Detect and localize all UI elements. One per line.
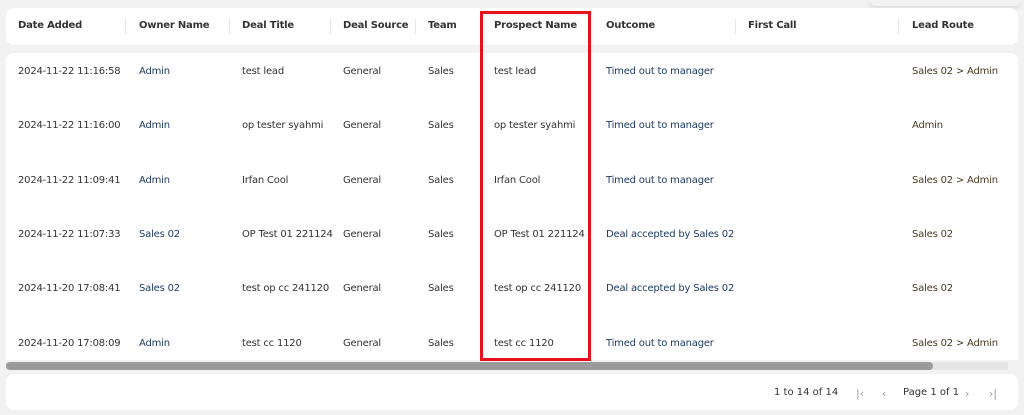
page-range: 1 to 14 of 14 (774, 387, 839, 398)
table-body: 2024-11-22 11:16:58 Admin test lead General… (6, 53, 1018, 360)
cell-team: Sales (428, 120, 454, 132)
column-header-first-call[interactable]: First Call (748, 20, 797, 31)
table-row[interactable]: 2024-11-22 11:09:41 Admin Irfan Cool Genera… (6, 175, 1018, 189)
cell-outcome: Timed out to manager (606, 337, 714, 349)
column-divider[interactable] (125, 19, 126, 34)
cell-route: Sales 02 > Admin (912, 174, 998, 186)
cell-title: test lead (242, 66, 284, 77)
cell-owner: Admin (139, 174, 170, 186)
prev-page-icon[interactable]: ‹ (882, 387, 887, 400)
pagination-bar: 1 to 14 of 14 |‹ ‹ Page 1 of 1 › ›| (6, 374, 1018, 410)
cell-owner: Admin (139, 66, 170, 77)
cell-source: General (343, 120, 382, 132)
cell-date: 2024-11-22 11:16:00 (18, 120, 121, 132)
cell-team: Sales (428, 283, 454, 295)
table-row[interactable]: 2024-11-22 11:16:00 Admin op tester syahmi… (6, 120, 1018, 134)
cell-outcome: Deal accepted by Sales 02 (606, 228, 735, 240)
cell-prospect: op tester syahmi (494, 120, 576, 132)
cell-team: Sales (428, 66, 454, 77)
cell-title: Irfan Cool (242, 174, 289, 186)
table-header: Date Added Owner Name Deal Title Deal Sourc… (6, 8, 1018, 45)
column-divider[interactable] (229, 19, 230, 34)
next-page-icon[interactable]: › (965, 387, 970, 400)
column-header-source[interactable]: Deal Source (343, 20, 409, 31)
cell-owner: Admin (139, 337, 170, 349)
horizontal-scrollbar[interactable] (6, 362, 1008, 370)
column-header-outcome[interactable]: Outcome (606, 20, 656, 31)
cell-team: Sales (428, 228, 454, 240)
column-divider[interactable] (330, 19, 331, 34)
cell-source: General (343, 337, 382, 349)
table-row[interactable]: 2024-11-20 17:08:41 Sales 02 test op cc 24… (6, 283, 1018, 297)
cell-source: General (343, 228, 382, 240)
cell-prospect: test lead (494, 66, 536, 77)
cell-route: Sales 02 > Admin (912, 337, 998, 349)
table-row[interactable]: 2024-11-20 17:08:09 Admin test cc 1120 Gene… (6, 338, 1018, 352)
cell-owner: Sales 02 (139, 283, 180, 295)
cell-date: 2024-11-20 17:08:41 (18, 283, 121, 295)
cell-source: General (343, 66, 382, 77)
cell-route: Sales 02 (912, 283, 953, 295)
cell-route: Admin (912, 120, 943, 132)
cell-date: 2024-11-22 11:09:41 (18, 174, 121, 186)
cell-prospect: test cc 1120 (494, 337, 554, 349)
cell-owner: Sales 02 (139, 228, 180, 240)
column-header-owner[interactable]: Owner Name (139, 20, 210, 31)
column-header-prospect[interactable]: Prospect Name (494, 20, 577, 31)
cell-date: 2024-11-22 11:16:58 (18, 66, 121, 77)
page-indicator: Page 1 of 1 (903, 387, 960, 398)
column-header-team[interactable]: Team (428, 20, 457, 31)
cell-team: Sales (428, 337, 454, 349)
cell-outcome: Timed out to manager (606, 174, 714, 186)
first-page-icon[interactable]: |‹ (856, 387, 865, 400)
cell-title: op tester syahmi (242, 120, 324, 132)
cell-title: test cc 1120 (242, 337, 302, 349)
column-header-date[interactable]: Date Added (18, 20, 83, 31)
cell-route: Sales 02 > Admin (912, 66, 998, 77)
scrollbar-thumb[interactable] (6, 362, 933, 370)
table-row[interactable]: 2024-11-22 11:16:58 Admin test lead General… (6, 66, 1018, 80)
cell-route: Sales 02 (912, 228, 953, 240)
cell-title: OP Test 01 221124 (242, 228, 333, 240)
cell-title: test op cc 241120 (242, 283, 329, 295)
cell-source: General (343, 283, 382, 295)
cell-owner: Admin (139, 120, 170, 132)
cell-prospect: Irfan Cool (494, 174, 541, 186)
cell-team: Sales (428, 174, 454, 186)
top-shadow (870, 0, 1020, 6)
cell-source: General (343, 174, 382, 186)
cell-outcome: Timed out to manager (606, 120, 714, 132)
last-page-icon[interactable]: ›| (989, 387, 998, 400)
table-row[interactable]: 2024-11-22 11:07:33 Sales 02 OP Test 01 22… (6, 229, 1018, 243)
cell-date: 2024-11-22 11:07:33 (18, 228, 121, 240)
column-header-title[interactable]: Deal Title (242, 20, 294, 31)
cell-outcome: Timed out to manager (606, 66, 714, 77)
cell-prospect: test op cc 241120 (494, 283, 581, 295)
column-divider[interactable] (898, 19, 899, 34)
prospect-name-highlight (480, 11, 591, 361)
cell-prospect: OP Test 01 221124 (494, 228, 585, 240)
column-divider[interactable] (415, 19, 416, 34)
cell-outcome: Deal accepted by Sales 02 (606, 283, 735, 295)
column-header-route[interactable]: Lead Route (912, 20, 974, 31)
cell-date: 2024-11-20 17:08:09 (18, 337, 121, 349)
column-divider[interactable] (735, 19, 736, 34)
